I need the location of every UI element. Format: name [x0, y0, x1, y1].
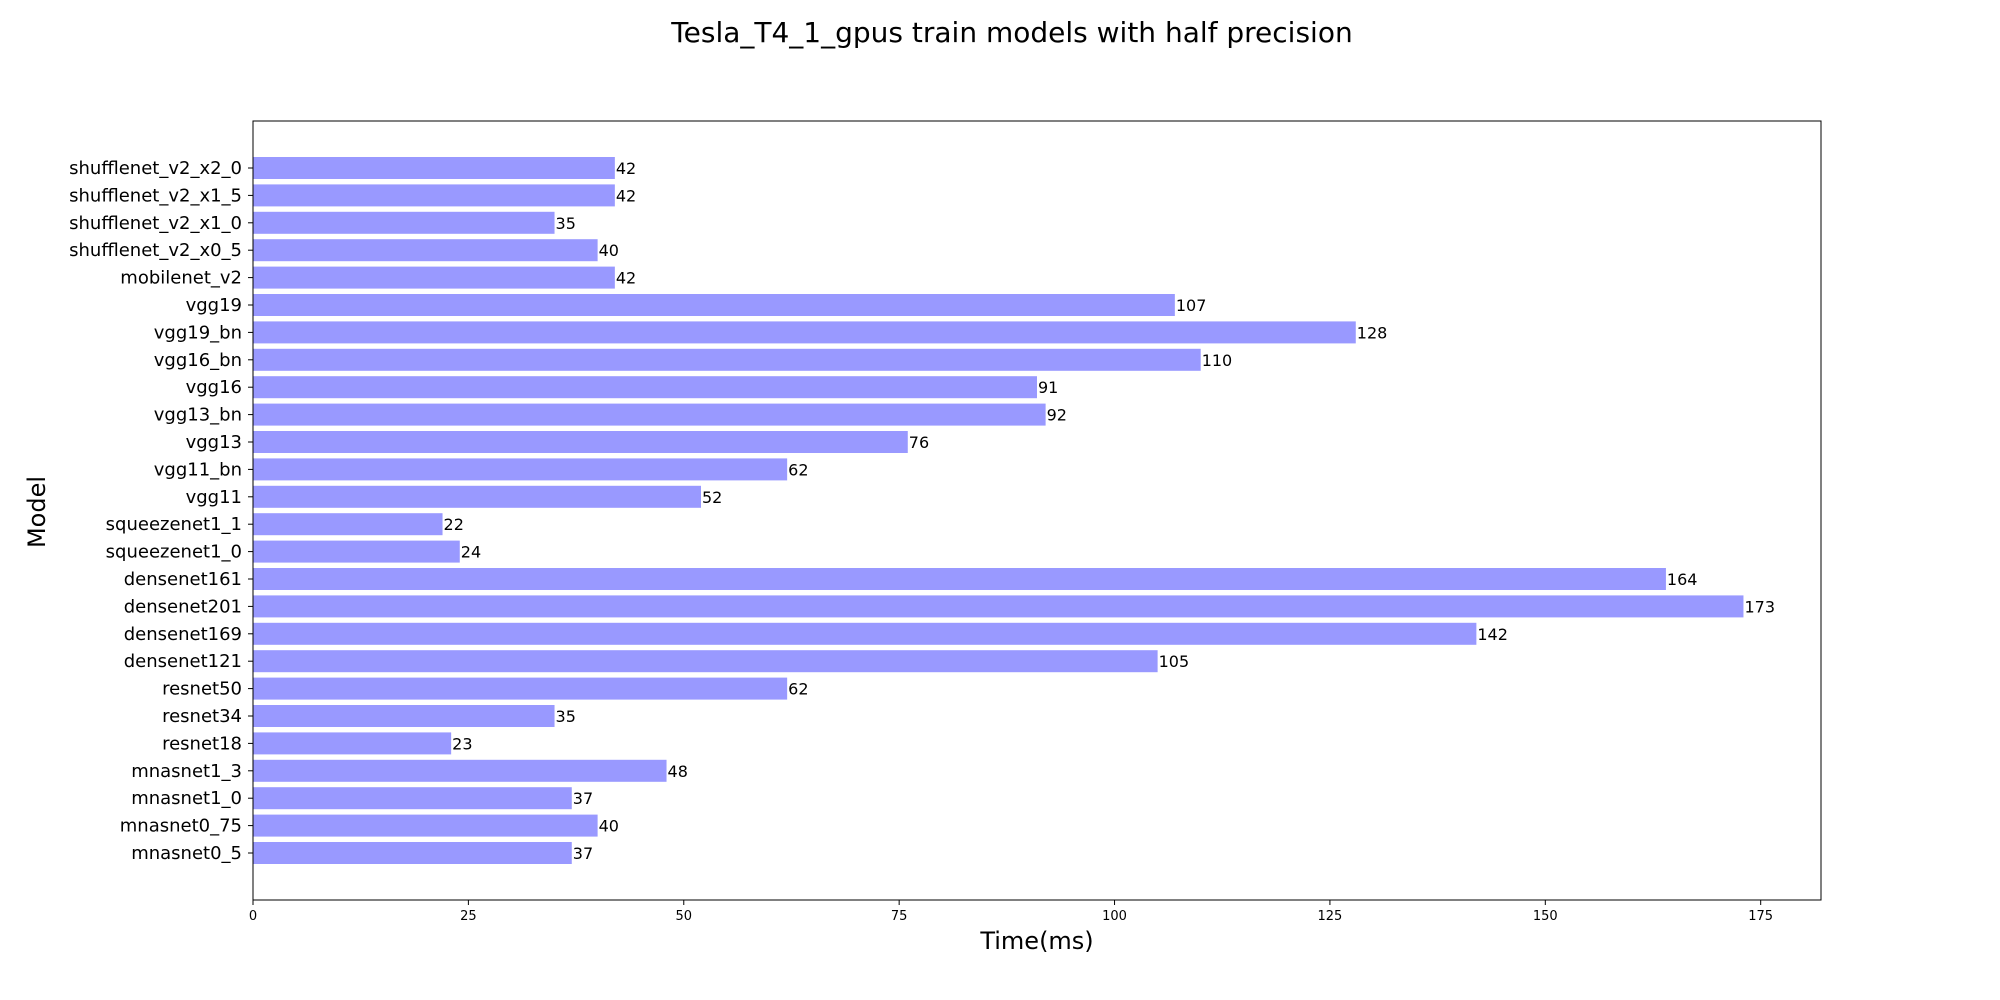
- data-label-vgg19_bn: 128: [1357, 323, 1388, 342]
- bar-resnet50: [253, 677, 788, 700]
- y-tick-label-shufflenet_v2_x1_5: shufflenet_v2_x1_5: [69, 185, 242, 206]
- y-tick-label-vgg11: vgg11: [186, 487, 242, 508]
- data-label-vgg13: 76: [909, 433, 929, 452]
- x-tick-label-175: 175: [1748, 909, 1773, 924]
- data-label-resnet18: 23: [452, 734, 472, 753]
- bars-layer: 42 42 35 40 42 107 128 110 91 92 76 62 52 22 24 164 173 1…: [253, 157, 1775, 864]
- y-tick-label-densenet121: densenet121: [124, 651, 242, 672]
- bar-vgg19: [253, 294, 1175, 316]
- data-label-densenet169: 142: [1477, 625, 1508, 644]
- x-tick-labels: 0 25 50 75 100 125 150 175: [249, 900, 1773, 924]
- bar-vgg13: [253, 431, 908, 453]
- data-label-vgg11_bn: 62: [788, 460, 808, 479]
- x-tick-label-150: 150: [1533, 909, 1558, 924]
- y-tick-label-vgg19: vgg19: [186, 295, 242, 316]
- y-tick-label-vgg11_bn: vgg11_bn: [154, 459, 242, 480]
- data-label-resnet50: 62: [788, 680, 808, 699]
- data-label-vgg16_bn: 110: [1202, 351, 1233, 370]
- y-tick-label-vgg16: vgg16: [186, 377, 242, 398]
- bar-vgg16: [253, 376, 1037, 399]
- data-label-densenet121: 105: [1159, 652, 1190, 671]
- x-tick-label-0: 0: [249, 909, 257, 924]
- y-tick-labels: shufflenet_v2_x2_0 shufflenet_v2_x1_5shuf…: [69, 158, 253, 864]
- data-label-vgg13_bn: 92: [1047, 406, 1067, 425]
- bar-resnet34: [253, 705, 555, 727]
- bar-shufflenet_v2_x1_0: [253, 211, 555, 234]
- y-axis-label: Model: [23, 476, 51, 548]
- bar-resnet18: [253, 732, 452, 755]
- bar-squeezenet1_1: [253, 513, 443, 536]
- bar-mnasnet1_0: [253, 787, 572, 810]
- y-tick-label-densenet161: densenet161: [124, 569, 242, 590]
- y-tick-label-mnasnet1_0: mnasnet1_0: [131, 788, 242, 809]
- y-tick-label-squeezenet1_1: squeezenet1_1: [106, 514, 242, 535]
- y-tick-label-shufflenet_v2_x1_0: shufflenet_v2_x1_0: [69, 213, 242, 234]
- bar-densenet161: [253, 568, 1666, 590]
- bar-shufflenet_v2_x0_5: [253, 239, 598, 262]
- bar-densenet169: [253, 622, 1477, 645]
- data-label-mnasnet1_3: 48: [668, 762, 688, 781]
- y-tick-label-vgg13_bn: vgg13_bn: [154, 405, 242, 426]
- y-tick-label-resnet50: resnet50: [162, 679, 242, 700]
- data-label-shufflenet_v2_x1_5: 42: [616, 186, 636, 205]
- data-label-vgg11: 52: [702, 488, 722, 507]
- y-tick-label-shufflenet_v2_x0_5: shufflenet_v2_x0_5: [69, 240, 242, 261]
- data-label-vgg16: 91: [1038, 378, 1058, 397]
- y-tick-label-mnasnet0_75: mnasnet0_75: [120, 816, 242, 837]
- bar-mnasnet0_5: [253, 842, 572, 864]
- y-tick-label-vgg19_bn: vgg19_bn: [154, 322, 242, 343]
- bar-vgg13_bn: [253, 403, 1046, 426]
- bar-vgg16_bn: [253, 348, 1201, 371]
- x-tick-label-100: 100: [1102, 909, 1127, 924]
- data-label-shufflenet_v2_x2_0: 42: [616, 159, 636, 178]
- data-label-squeezenet1_1: 22: [444, 515, 464, 534]
- bar-shufflenet_v2_x1_5: [253, 184, 615, 207]
- data-label-densenet201: 173: [1744, 597, 1775, 616]
- x-tick-label-50: 50: [675, 909, 692, 924]
- data-label-resnet34: 35: [556, 707, 576, 726]
- bar-densenet201: [253, 595, 1744, 618]
- y-tick-label-resnet34: resnet34: [162, 706, 242, 727]
- data-label-mnasnet0_5: 37: [573, 844, 593, 863]
- y-tick-label-vgg13: vgg13: [186, 432, 242, 453]
- bar-vgg19_bn: [253, 321, 1356, 344]
- y-tick-label-vgg16_bn: vgg16_bn: [154, 350, 242, 371]
- x-tick-label-25: 25: [460, 909, 477, 924]
- data-label-shufflenet_v2_x1_0: 35: [556, 214, 576, 233]
- data-label-shufflenet_v2_x0_5: 40: [599, 241, 619, 260]
- y-tick-label-mobilenet_v2: mobilenet_v2: [120, 268, 242, 289]
- bar-squeezenet1_0: [253, 540, 460, 563]
- bar-mobilenet_v2: [253, 266, 615, 289]
- y-tick-label-densenet201: densenet201: [124, 596, 242, 617]
- bar-shufflenet_v2_x2_0: [253, 157, 615, 179]
- bar-mnasnet1_3: [253, 759, 667, 782]
- plot-frame: [252, 120, 1822, 901]
- y-tick-label-resnet18: resnet18: [162, 733, 242, 754]
- data-label-mnasnet0_75: 40: [599, 817, 619, 836]
- y-tick-label-mnasnet0_5: mnasnet0_5: [131, 843, 242, 864]
- bar-densenet121: [253, 650, 1158, 673]
- bar-mnasnet0_75: [253, 814, 598, 837]
- data-label-mobilenet_v2: 42: [616, 269, 636, 288]
- y-tick-label-densenet169: densenet169: [124, 624, 242, 645]
- chart-title: Tesla_T4_1_gpus train models with half p…: [670, 16, 1352, 49]
- x-tick-label-75: 75: [891, 909, 908, 924]
- bar-vgg11: [253, 485, 701, 508]
- y-tick-label-shufflenet_v2_x2_0: shufflenet_v2_x2_0: [69, 158, 242, 179]
- data-label-squeezenet1_0: 24: [461, 543, 481, 562]
- x-tick-label-125: 125: [1318, 909, 1343, 924]
- y-tick-label-squeezenet1_0: squeezenet1_0: [106, 542, 242, 563]
- data-label-mnasnet1_0: 37: [573, 789, 593, 808]
- bar-vgg11_bn: [253, 458, 788, 481]
- x-axis-label: Time(ms): [979, 927, 1093, 955]
- data-label-densenet161: 164: [1667, 570, 1698, 589]
- y-tick-label-mnasnet1_3: mnasnet1_3: [131, 761, 242, 782]
- data-label-vgg19: 107: [1176, 296, 1207, 315]
